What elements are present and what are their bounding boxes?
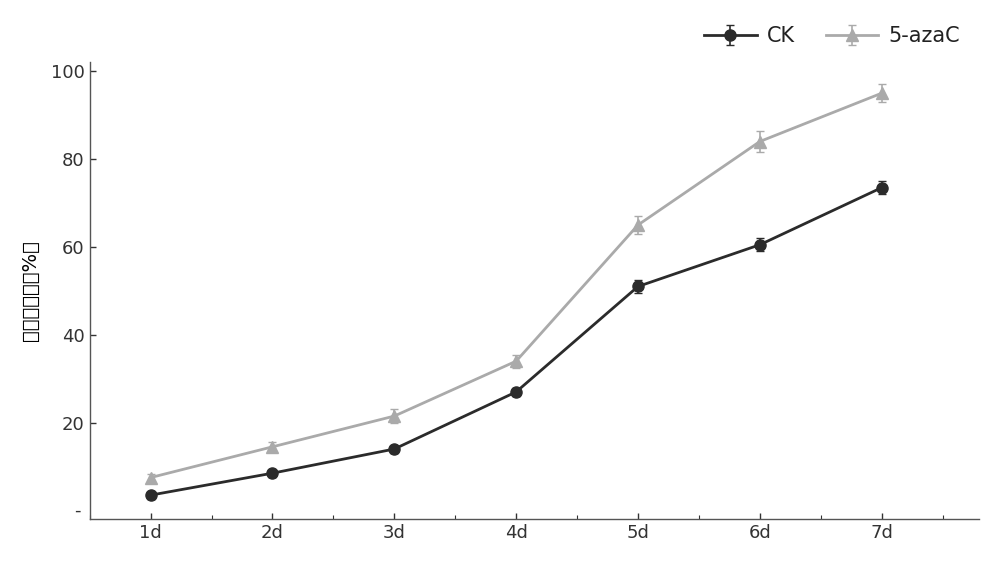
Y-axis label: 种子发芽率（%）: 种子发芽率（%） <box>21 240 40 341</box>
Legend: CK, 5-azaC: CK, 5-azaC <box>696 18 969 55</box>
Text: -: - <box>74 502 81 520</box>
